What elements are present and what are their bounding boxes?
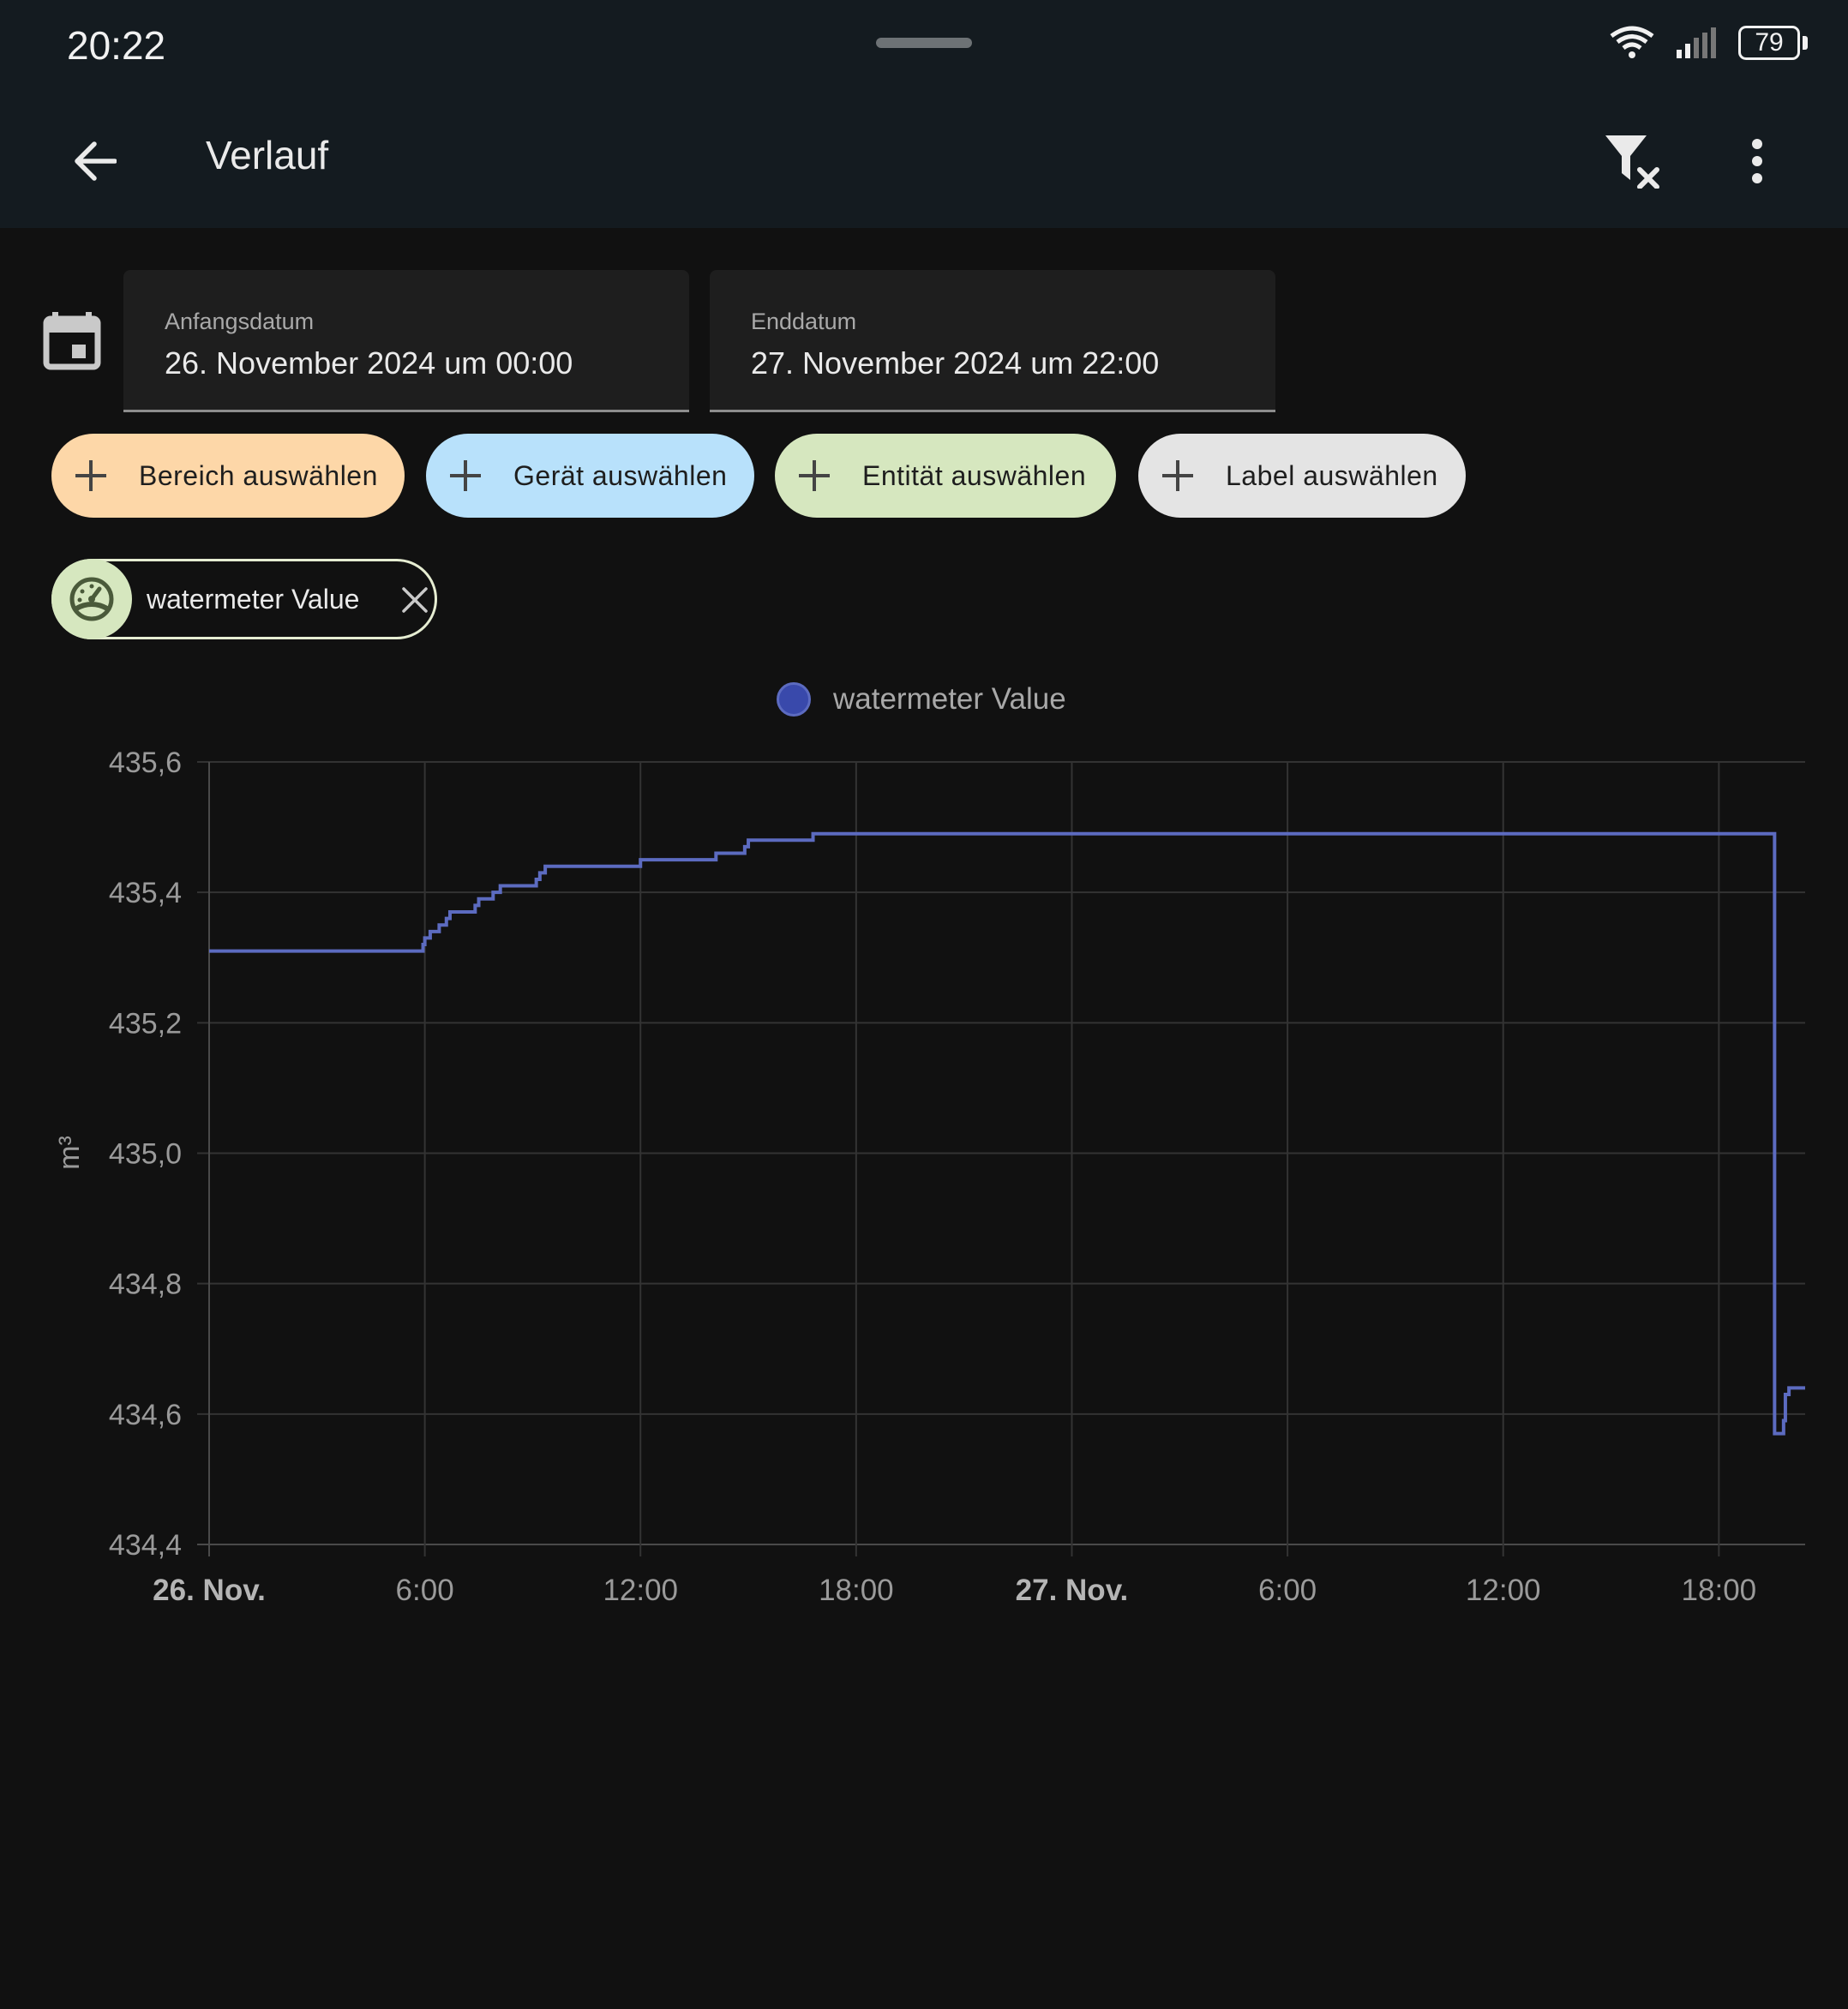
select-entity-label: Entität auswählen [862, 459, 1087, 491]
arrow-left-icon [75, 141, 117, 181]
battery-level: 79 [1755, 28, 1784, 57]
status-bar: 20:22 79 [0, 0, 1848, 94]
x-tick-label: 12:00 [603, 1574, 678, 1607]
end-date-label: Enddatum [751, 309, 857, 334]
y-tick-label: 435,6 [109, 747, 182, 779]
entity-icon-badge [51, 559, 132, 639]
select-device-chip[interactable]: Gerät auswählen [426, 434, 754, 518]
select-area-label: Bereich auswählen [139, 459, 378, 491]
y-axis-label: m³ [53, 1136, 86, 1170]
y-tick-label: 435,4 [109, 877, 182, 909]
back-button[interactable] [62, 129, 127, 194]
select-area-chip[interactable]: Bereich auswählen [51, 434, 405, 518]
selected-entity-label: watermeter Value [147, 584, 360, 615]
drag-handle[interactable] [876, 38, 972, 48]
app-bar: Verlauf [0, 94, 1848, 228]
x-tick-label: 27. Nov. [1016, 1574, 1129, 1607]
chart-legend[interactable]: watermeter Value [777, 682, 1066, 717]
clear-filter-button[interactable] [1599, 127, 1668, 195]
gauge-icon [69, 577, 114, 621]
legend-label: watermeter Value [833, 682, 1066, 716]
x-tick-label: 26. Nov. [153, 1574, 266, 1607]
x-tick-label: 6:00 [1258, 1574, 1317, 1607]
y-tick-label: 435,0 [109, 1138, 182, 1171]
y-tick-label: 434,4 [109, 1529, 182, 1562]
select-label-label: Label auswählen [1226, 459, 1438, 491]
filter-remove-icon [1605, 135, 1659, 189]
end-date-field[interactable]: Enddatum 27. November 2024 um 22:00 [710, 270, 1275, 412]
signal-icon [1677, 27, 1716, 58]
select-entity-chip[interactable]: Entität auswählen [775, 434, 1116, 518]
y-tick-label: 434,6 [109, 1399, 182, 1431]
more-vertical-icon [1752, 139, 1762, 183]
select-label-chip[interactable]: Label auswählen [1138, 434, 1466, 518]
wifi-icon [1610, 26, 1654, 58]
calendar-icon[interactable] [43, 312, 101, 370]
series-line [209, 831, 1805, 1436]
x-tick-label: 6:00 [396, 1574, 454, 1607]
status-time: 20:22 [67, 23, 166, 68]
y-tick-label: 434,8 [109, 1268, 182, 1301]
plus-icon [1162, 460, 1193, 491]
x-tick-label: 18:00 [819, 1574, 894, 1607]
start-date-label: Anfangsdatum [165, 309, 315, 334]
y-tick-label: 435,2 [109, 1007, 182, 1040]
remove-entity-icon[interactable] [399, 584, 431, 616]
end-date-value: 27. November 2024 um 22:00 [751, 345, 1160, 381]
x-tick-label: 18:00 [1682, 1574, 1757, 1607]
plus-icon [75, 460, 106, 491]
start-date-field[interactable]: Anfangsdatum 26. November 2024 um 00:00 [123, 270, 689, 412]
page-title: Verlauf [206, 133, 329, 177]
battery-icon: 79 [1738, 26, 1808, 60]
status-icons: 79 [1610, 26, 1808, 60]
plus-icon [450, 460, 481, 491]
legend-marker [777, 682, 811, 717]
select-device-label: Gerät auswählen [513, 459, 728, 491]
start-date-value: 26. November 2024 um 00:00 [165, 345, 573, 381]
plus-icon [799, 460, 830, 491]
selected-entity-chip[interactable]: watermeter Value [51, 559, 437, 639]
more-options-button[interactable] [1723, 127, 1791, 195]
x-tick-label: 12:00 [1466, 1574, 1541, 1607]
